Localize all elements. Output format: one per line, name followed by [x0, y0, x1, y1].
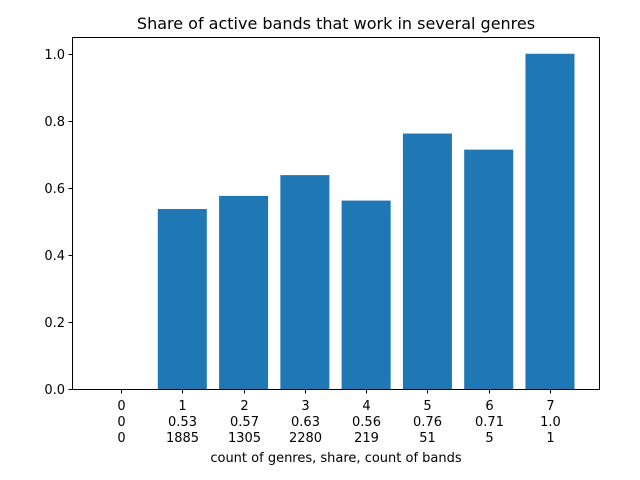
x-tick-label: 0.71 — [475, 415, 504, 430]
x-tick-label: 219 — [354, 431, 379, 446]
x-tick-label: 6 — [485, 399, 493, 414]
y-tick-label: 0.0 — [44, 383, 65, 398]
x-tick-label: 2280 — [289, 431, 322, 446]
x-tick-label: 0 — [117, 415, 125, 430]
bar-1 — [157, 208, 207, 389]
bar-4 — [341, 200, 391, 389]
y-tick-label: 0.2 — [44, 316, 65, 331]
y-tick-label: 0.8 — [44, 115, 65, 130]
y-tick-label: 0.6 — [44, 182, 65, 197]
x-tick-label: 1885 — [166, 431, 199, 446]
x-axis-label: count of genres, share, count of bands — [210, 451, 462, 466]
x-tick-label: 4 — [362, 399, 370, 414]
x-tick-label: 0.57 — [230, 415, 259, 430]
x-tick-label: 1 — [178, 399, 186, 414]
chart-title: Share of active bands that work in sever… — [137, 14, 535, 33]
x-tick-label: 5 — [485, 431, 493, 446]
bar-5 — [402, 133, 452, 389]
x-tick-label: 1 — [546, 431, 554, 446]
y-tick-label: 1.0 — [44, 48, 65, 63]
x-tick-label: 7 — [546, 399, 554, 414]
bars-group — [157, 53, 575, 390]
bar-3 — [280, 175, 330, 389]
x-tick-label: 0.76 — [413, 415, 442, 430]
bar-7 — [525, 53, 575, 390]
y-axis: 0.0 0.2 0.4 0.6 0.8 1.0 — [44, 48, 73, 398]
plot-frame — [72, 37, 600, 390]
x-tick-label: 0.63 — [291, 415, 320, 430]
bar-2 — [219, 195, 269, 389]
x-tick-label: 0.53 — [168, 415, 197, 430]
x-tick-label: 2 — [240, 399, 248, 414]
x-tick-label: 0 — [117, 399, 125, 414]
x-tick-label: 3 — [301, 399, 309, 414]
x-tick-label: 1.0 — [540, 415, 561, 430]
x-tick-label: 1305 — [228, 431, 261, 446]
x-tick-label: 51 — [419, 431, 436, 446]
y-tick-label: 0.4 — [44, 249, 65, 264]
x-tick-label: 5 — [423, 399, 431, 414]
x-axis: 00010.53188520.57130530.63228040.5621950… — [117, 389, 561, 446]
x-tick-label: 0.56 — [352, 415, 381, 430]
bar-6 — [464, 149, 514, 389]
x-tick-label: 0 — [117, 431, 125, 446]
